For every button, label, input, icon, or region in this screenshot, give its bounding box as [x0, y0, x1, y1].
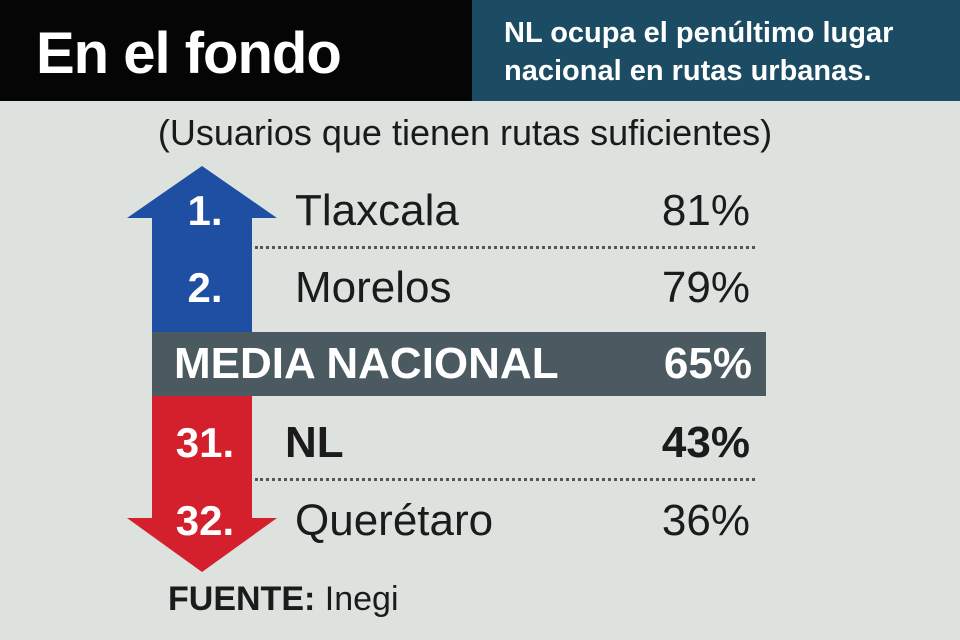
media-nacional-value: 65%: [663, 339, 752, 388]
rank-label: 1.: [187, 187, 223, 234]
percent-label: 79%: [661, 263, 750, 312]
media-nacional-label: MEDIA NACIONAL: [174, 339, 559, 388]
state-label: Querétaro: [295, 496, 494, 545]
chart-caption: (Usuarios que tienen rutas suficientes): [157, 112, 773, 153]
down-arrow-icon: [127, 396, 277, 572]
row-divider: [255, 246, 755, 249]
table-row: 2. Morelos 79%: [0, 253, 960, 323]
source-label: FUENTE:: [168, 580, 316, 618]
state-label: Tlaxcala: [295, 186, 459, 235]
table-row: 31. NL 43%: [0, 408, 960, 478]
up-arrow-icon: [127, 166, 277, 332]
table-row: 32. Querétaro 36%: [0, 486, 960, 556]
page-subtitle: NL ocupa el penúltimo lugar nacional en …: [504, 17, 894, 87]
state-label: NL: [285, 418, 344, 467]
rank-label: 32.: [175, 497, 235, 544]
table-row: 1. Tlaxcala 81%: [0, 176, 960, 246]
state-label: Morelos: [295, 263, 452, 312]
header-subtitle-panel: NL ocupa el penúltimo lugar nacional en …: [472, 0, 960, 101]
media-nacional-bar: MEDIA NACIONAL 65%: [152, 332, 766, 396]
rank-label: 2.: [187, 264, 223, 311]
page-title: En el fondo: [36, 21, 342, 86]
header-title-panel: En el fondo: [0, 0, 472, 101]
percent-label: 81%: [661, 186, 750, 235]
source-note: FUENTE: Inegi: [168, 580, 399, 619]
percent-label: 36%: [661, 496, 750, 545]
percent-label: 43%: [661, 418, 750, 467]
row-divider: [255, 478, 755, 481]
source-value: Inegi: [324, 580, 399, 618]
rank-label: 31.: [175, 419, 235, 466]
